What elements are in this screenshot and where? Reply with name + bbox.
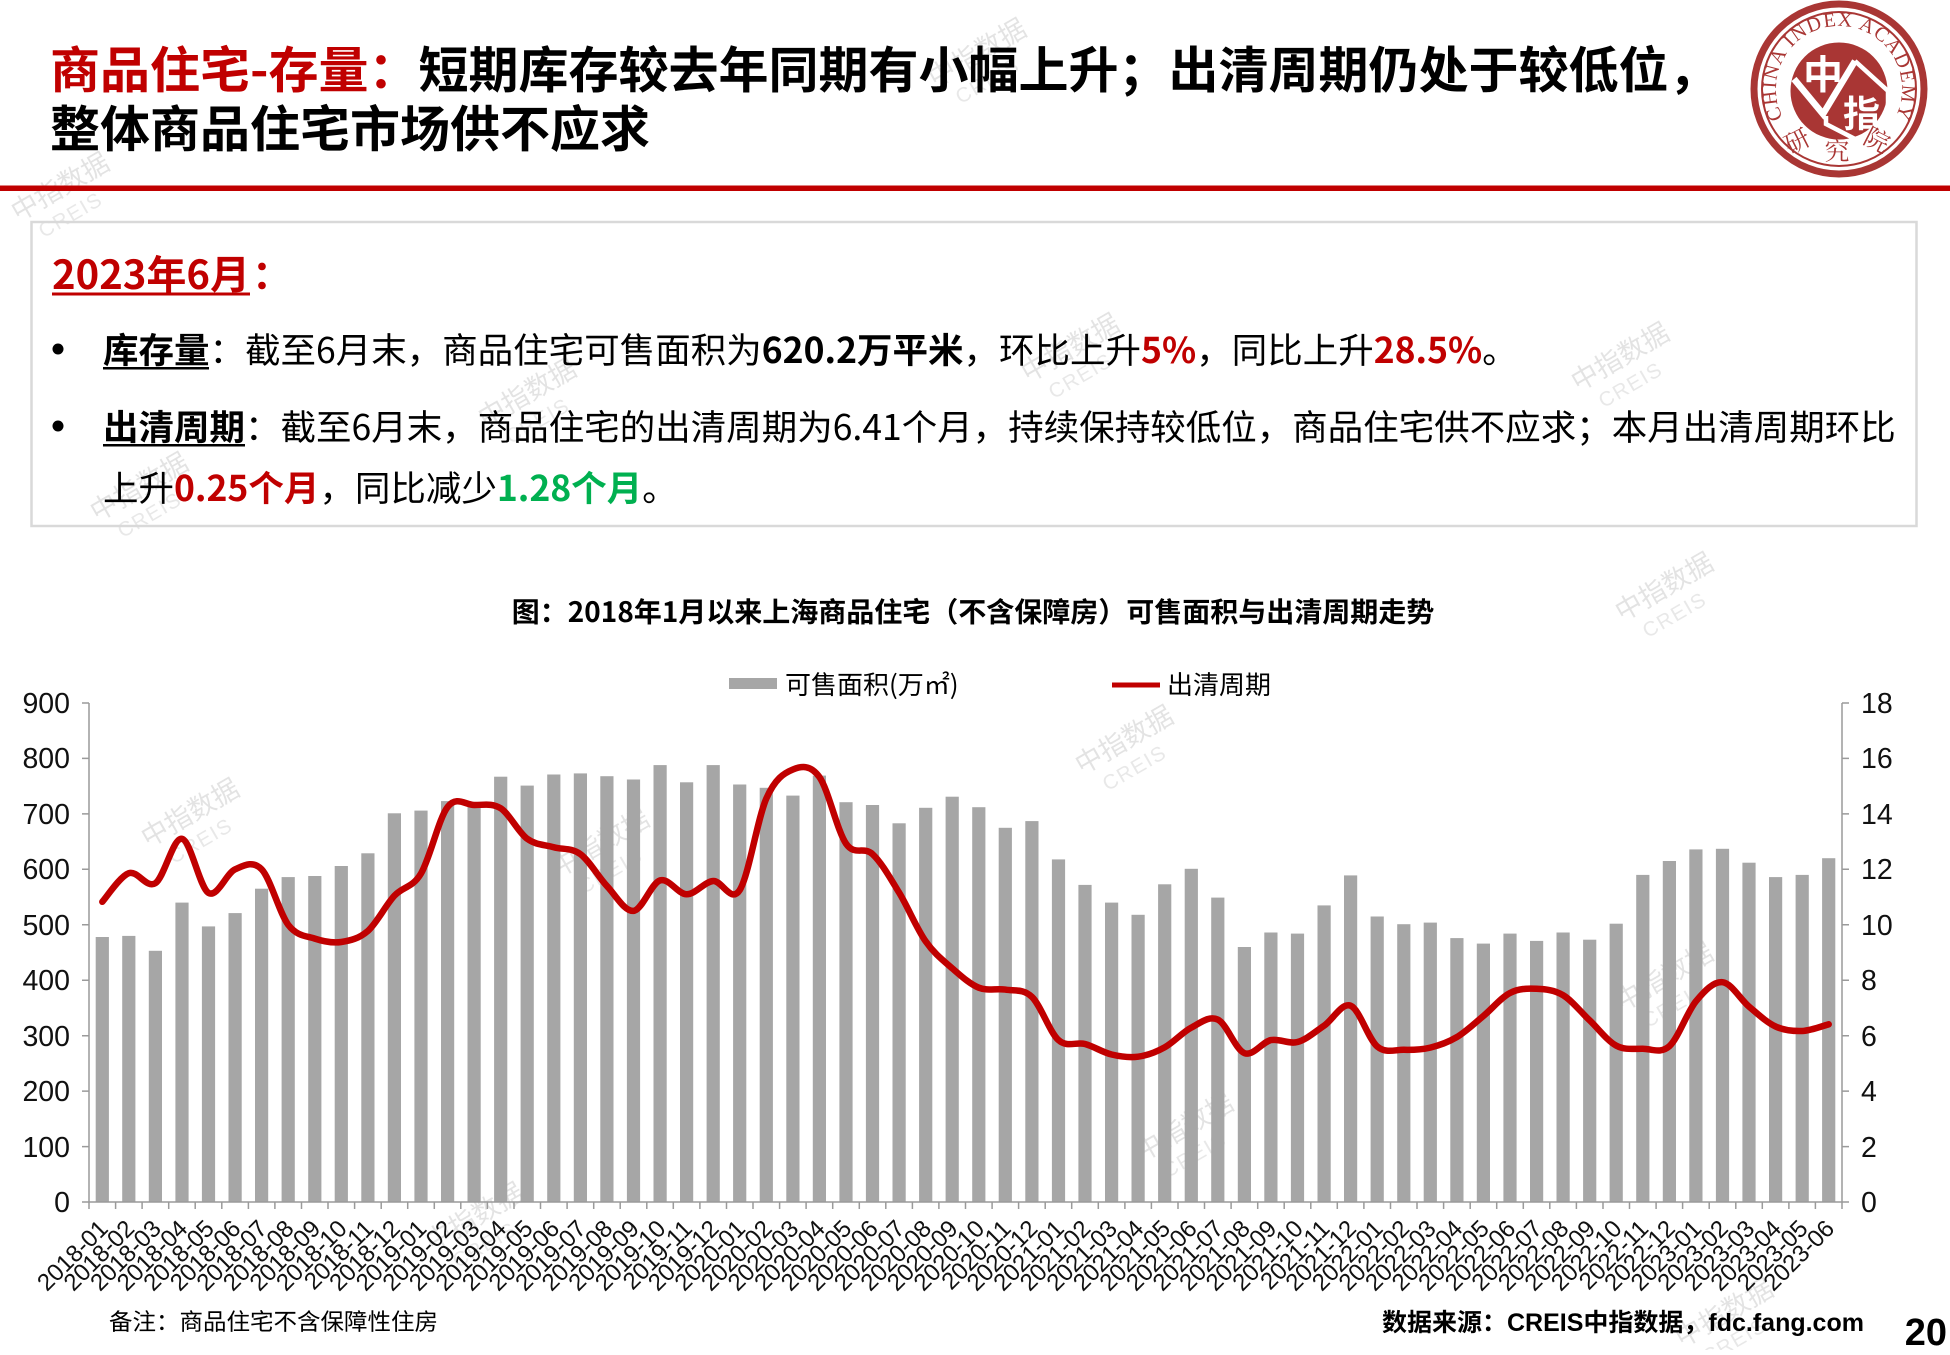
svg-text:10: 10 — [1861, 910, 1893, 942]
svg-text:20: 20 — [1905, 1312, 1947, 1350]
svg-text:2: 2 — [1861, 1132, 1877, 1164]
svg-text:8: 8 — [1861, 965, 1877, 997]
svg-text:300: 300 — [22, 1021, 70, 1053]
svg-text:12: 12 — [1861, 854, 1893, 886]
svg-text:16: 16 — [1861, 743, 1893, 775]
svg-text:400: 400 — [22, 965, 70, 997]
svg-text:700: 700 — [22, 799, 70, 831]
svg-text:6: 6 — [1861, 1021, 1877, 1053]
svg-text:CREIS: CREIS — [1507, 1309, 1583, 1337]
svg-text:4: 4 — [1861, 1076, 1877, 1108]
svg-text:18: 18 — [1861, 688, 1893, 720]
svg-text:900: 900 — [22, 688, 70, 720]
svg-text:14: 14 — [1861, 799, 1893, 831]
svg-text:200: 200 — [22, 1076, 70, 1108]
svg-text:100: 100 — [22, 1132, 70, 1164]
svg-text:0: 0 — [1861, 1187, 1877, 1219]
svg-text:0: 0 — [54, 1187, 70, 1219]
svg-text:500: 500 — [22, 910, 70, 942]
svg-text:600: 600 — [22, 854, 70, 886]
svg-text:fdc.fang.com: fdc.fang.com — [1708, 1309, 1864, 1337]
svg-text:800: 800 — [22, 743, 70, 775]
